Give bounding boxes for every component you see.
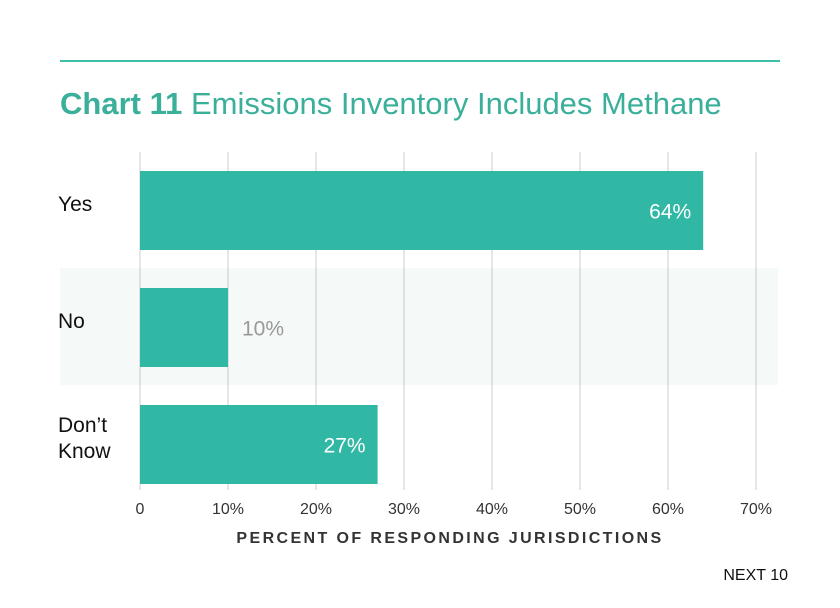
value-label: 10% [242, 318, 284, 341]
category-label: Yes [58, 192, 93, 216]
x-tick-label: 40% [476, 501, 508, 518]
value-label: 64% [649, 201, 691, 224]
category-label: Don’t Know [58, 413, 111, 463]
value-label: 27% [324, 435, 366, 458]
chart-number: Chart 11 [60, 86, 183, 121]
x-tick-label: 60% [652, 501, 684, 518]
x-tick-label: 0 [136, 501, 145, 518]
x-tick-label: 20% [300, 501, 332, 518]
value-labels: 64% 10% 27% [242, 201, 691, 458]
bar [140, 405, 378, 484]
x-tick-label: 30% [388, 501, 420, 518]
footer-brand: NEXT 10 [723, 567, 788, 584]
x-tick-label: 70% [740, 501, 772, 518]
x-axis-label: PERCENT OF RESPONDING JURISDICTIONS [236, 530, 664, 547]
chart-title-text: Emissions Inventory Includes Methane [190, 86, 722, 121]
top-rule [60, 60, 780, 62]
x-tick-label: 50% [564, 501, 596, 518]
bar [140, 288, 228, 367]
x-tick-labels: 0 10% 20% 30% 40% 50% 60% 70% [136, 501, 772, 518]
bar [140, 171, 704, 250]
category-label: No [58, 309, 85, 333]
bars [140, 171, 704, 484]
x-tick-label: 10% [212, 501, 244, 518]
chart-title: Chart 11 Emissions Inventory Includes Me… [60, 86, 722, 122]
